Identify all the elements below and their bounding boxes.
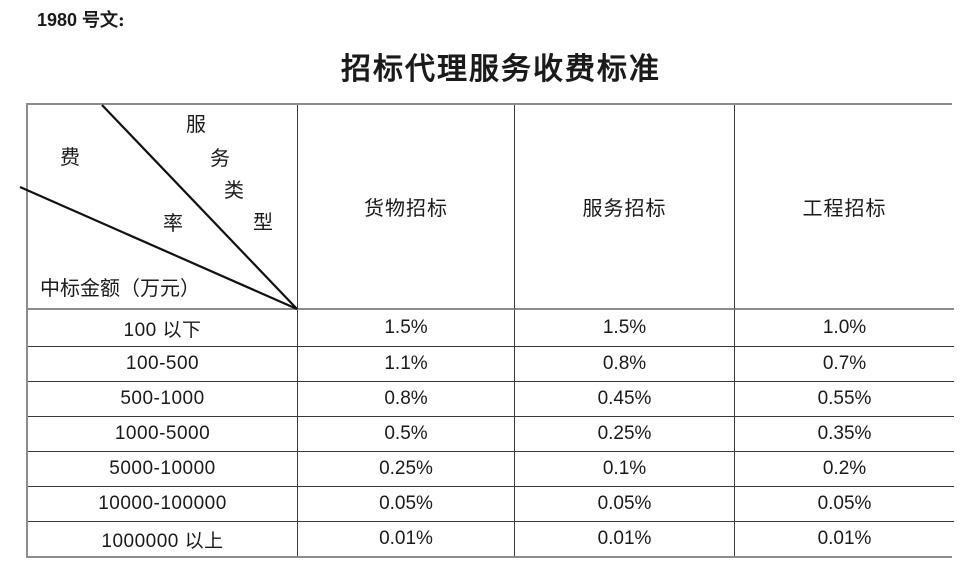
fee-cell: 0.7% [735,347,954,382]
axis-label-fee-rate-char: 费 [60,145,80,169]
document-number: 1980 [37,10,78,30]
row-label: 5000-10000 [28,452,298,487]
row-label: 1000000 以上 [28,522,298,556]
fee-cell: 0.25% [298,452,515,487]
axis-label-bid-amount: 中标金额（万元） [40,276,200,300]
row-label: 100-500 [28,347,298,382]
fee-cell: 0.1% [515,452,735,487]
axis-label-service-type-char: 类 [224,178,244,202]
corner-header-cell: 服 务 类 型 费 率 中标金额（万元） [19,104,298,311]
document-number-suffix: 号文: [82,10,125,31]
fee-cell: 0.05% [298,487,515,522]
fee-standard-table: 服 务 类 型 费 率 中标金额（万元） 货物招标 服务招标 工程招标 100 … [19,103,954,558]
fee-cell: 0.8% [298,382,515,417]
fee-cell: 0.25% [515,417,735,452]
column-header-engineering-bidding: 工程招标 [735,105,954,310]
page-title: 招标代理服务收费标准 [341,52,661,87]
document-number-label: 1980 号文: [37,6,125,32]
row-label: 10000-100000 [28,487,298,522]
fee-cell: 1.0% [735,310,954,347]
axis-label-service-type-char: 服 [186,112,206,136]
fee-cell: 0.05% [515,487,735,522]
row-label: 500-1000 [28,382,298,417]
fee-cell: 0.45% [515,382,735,417]
fee-cell: 0.05% [735,487,954,522]
axis-label-fee-rate-char: 率 [163,211,183,235]
fee-cell: 0.01% [515,522,735,556]
fee-cell: 1.1% [298,347,515,382]
row-label: 1000-5000 [28,417,298,452]
fee-cell: 0.2% [735,452,954,487]
column-header-goods-bidding: 货物招标 [298,105,515,310]
column-header-service-bidding: 服务招标 [515,105,735,310]
fee-cell: 0.01% [735,522,954,556]
fee-cell: 0.8% [515,347,735,382]
row-label: 100 以下 [28,310,298,347]
fee-cell: 1.5% [515,310,735,347]
fee-cell: 0.01% [298,522,515,556]
fee-cell: 1.5% [298,310,515,347]
fee-cell: 0.35% [735,417,954,452]
diagonal-divider-lines [19,104,298,311]
axis-label-service-type-char: 型 [253,210,273,234]
axis-label-service-type-char: 务 [210,146,230,170]
fee-cell: 0.55% [735,382,954,417]
fee-cell: 0.5% [298,417,515,452]
